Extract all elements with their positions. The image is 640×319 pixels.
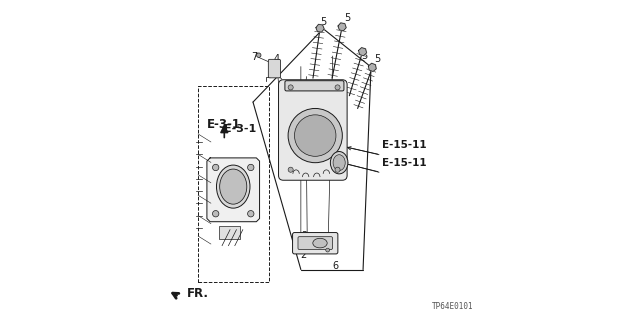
FancyBboxPatch shape [268, 59, 280, 78]
Circle shape [248, 164, 254, 171]
Text: E-3-1: E-3-1 [224, 124, 257, 134]
Text: E-3-1: E-3-1 [207, 118, 241, 131]
Circle shape [288, 85, 293, 90]
FancyBboxPatch shape [292, 233, 338, 254]
FancyBboxPatch shape [298, 237, 332, 249]
Text: E-15-11: E-15-11 [382, 140, 427, 150]
Ellipse shape [216, 165, 250, 208]
Text: E-15-11: E-15-11 [382, 158, 427, 168]
Text: 1: 1 [280, 164, 286, 174]
Circle shape [212, 211, 219, 217]
Ellipse shape [220, 169, 247, 204]
Circle shape [335, 85, 340, 90]
FancyBboxPatch shape [278, 80, 347, 180]
Text: 2: 2 [300, 250, 307, 260]
Text: TP64E0101: TP64E0101 [431, 302, 473, 311]
Polygon shape [369, 63, 376, 71]
Ellipse shape [333, 155, 345, 171]
Text: FR.: FR. [188, 287, 209, 300]
Circle shape [326, 248, 330, 252]
Polygon shape [358, 48, 367, 56]
Polygon shape [338, 23, 346, 31]
Circle shape [335, 167, 340, 172]
Text: 5: 5 [374, 54, 381, 64]
Text: 5: 5 [362, 51, 368, 61]
Circle shape [288, 167, 293, 172]
Bar [198, 86, 269, 282]
Circle shape [212, 164, 219, 171]
Text: 5: 5 [344, 12, 350, 23]
Circle shape [248, 211, 254, 217]
Text: 3: 3 [301, 231, 307, 241]
Polygon shape [207, 158, 260, 222]
Text: 5: 5 [320, 17, 326, 27]
Circle shape [294, 115, 336, 156]
FancyBboxPatch shape [285, 81, 344, 91]
Ellipse shape [313, 238, 327, 248]
Text: 7: 7 [252, 52, 258, 62]
Ellipse shape [330, 152, 348, 174]
Text: 6: 6 [332, 261, 339, 271]
Circle shape [288, 108, 342, 163]
Bar [219, 226, 239, 239]
Polygon shape [316, 25, 324, 32]
Circle shape [257, 53, 261, 57]
Text: 4: 4 [274, 54, 280, 64]
